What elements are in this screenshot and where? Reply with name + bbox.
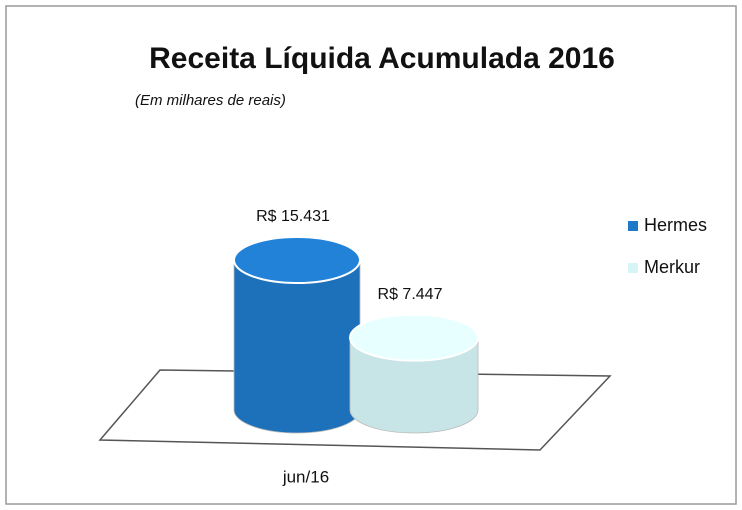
- legend-swatch: [628, 263, 638, 273]
- data-label: R$ 15.431: [256, 208, 330, 225]
- data-label: R$ 7.447: [378, 286, 443, 303]
- cylinder-top: [349, 313, 479, 362]
- cylinder-body: [349, 337, 479, 434]
- x-tick-label: jun/16: [282, 467, 329, 486]
- cylinder-top: [233, 236, 361, 284]
- cylinder-body: [233, 259, 361, 434]
- chart-subtitle: (Em milhares de reais): [135, 92, 286, 109]
- chart-title: Receita Líquida Acumulada 2016: [149, 42, 615, 75]
- legend-label: Hermes: [644, 215, 707, 235]
- legend-label: Merkur: [644, 257, 700, 277]
- legend-swatch: [628, 221, 638, 231]
